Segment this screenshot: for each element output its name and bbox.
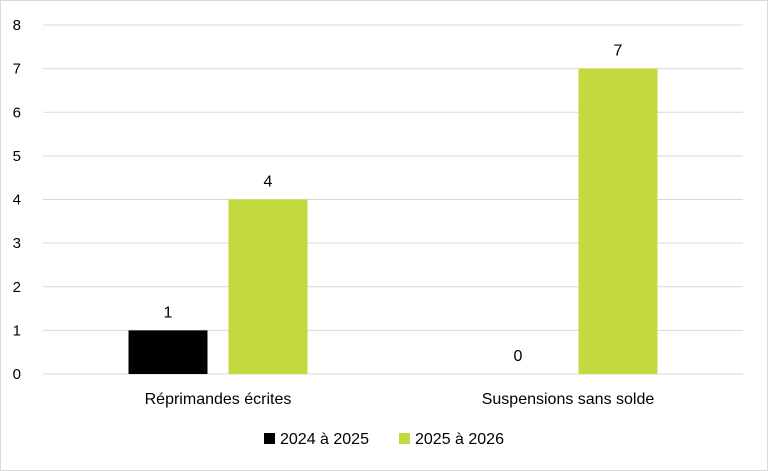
data-label-2-2: 7	[614, 43, 623, 60]
data-label-1-1: 1	[164, 304, 173, 321]
legend-swatch-1	[264, 433, 275, 444]
category-label-1: Réprimandes écrites	[145, 391, 292, 408]
bar-1-1	[128, 330, 208, 374]
y-tick-label-4: 4	[13, 192, 21, 209]
category-label-2: Suspensions sans solde	[482, 391, 655, 408]
y-tick-label-3: 3	[13, 235, 21, 252]
y-tick-label-0: 0	[13, 366, 21, 383]
data-label-2-1: 4	[264, 174, 273, 191]
y-tick-label-2: 2	[13, 279, 21, 296]
legend-label-2: 2025 à 2026	[415, 431, 504, 448]
y-tick-label-7: 7	[13, 61, 21, 78]
y-tick-label-6: 6	[13, 104, 21, 121]
bar-2-1	[228, 199, 308, 374]
bars	[128, 68, 658, 374]
bar-2-2	[578, 68, 658, 374]
data-label-1-2: 0	[514, 348, 523, 365]
y-tick-label-5: 5	[13, 148, 21, 165]
legend-swatch-2	[399, 433, 410, 444]
legend: 2024 à 2025 2025 à 2026	[264, 431, 504, 448]
category-labels: Réprimandes écrites Suspensions sans sold…	[145, 391, 655, 408]
y-axis-ticks: 0 1 2 3 4 5 6 7 8	[13, 17, 21, 383]
legend-label-1: 2024 à 2025	[280, 431, 369, 448]
data-labels: 1 4 0 7	[164, 43, 623, 365]
y-tick-label-1: 1	[13, 322, 21, 339]
y-tick-label-8: 8	[13, 17, 21, 34]
